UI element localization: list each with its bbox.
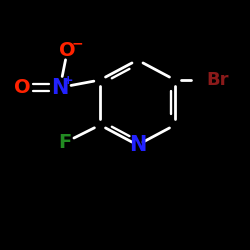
Text: −: − bbox=[71, 37, 83, 51]
Text: N: N bbox=[51, 78, 69, 98]
Text: N: N bbox=[129, 135, 146, 155]
Text: O: O bbox=[59, 40, 76, 60]
Text: F: F bbox=[58, 133, 72, 152]
Text: O: O bbox=[14, 78, 31, 97]
Text: +: + bbox=[63, 74, 73, 87]
Text: Br: Br bbox=[206, 71, 229, 89]
